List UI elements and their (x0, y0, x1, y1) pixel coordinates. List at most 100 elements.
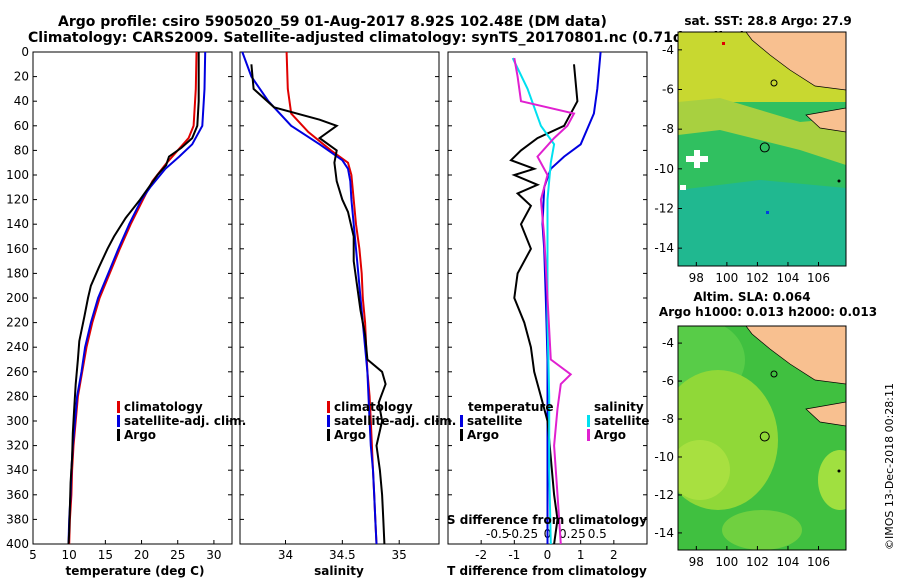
sla-map-ticks: 98 100 102 104 106 -4 -6 -8 -10 -12 -14 (654, 336, 830, 569)
temperature-tick-labels: 5 10 15 20 25 30 (29, 51, 232, 562)
map-lat-label: -6 (662, 83, 674, 97)
map-lat-label: -14 (654, 526, 674, 540)
series-line-t-satellite (541, 51, 602, 544)
sst-map-panel: sat. SST: 28.8 Argo: 27.9 98 100 102 104 106… (654, 14, 851, 285)
sla-patch (678, 440, 730, 500)
sst-christmas-island (837, 179, 841, 183)
sst-map-frame (677, 31, 847, 267)
temperature-legend: climatology satellite-adj. clim. Argo (117, 400, 246, 442)
legend-marker-argo (117, 429, 120, 441)
sla-map-title: Altim. SLA: 0.064 (693, 290, 810, 304)
x-tick-label: 10 (62, 548, 77, 562)
sla-land-java (805, 401, 846, 427)
x-tick-label: 15 (98, 548, 113, 562)
legend-satellite: satellite-adj. clim. (334, 414, 456, 428)
x-tick-label: 2 (610, 548, 618, 562)
depth-tick-label: 400 (6, 537, 29, 551)
sst-land-java (805, 107, 846, 133)
depth-tick-labels: 0 20 40 60 80 100 120 140 160 180 200 220 240 260 280 3… (6, 45, 29, 551)
temperature-panel: 0 20 40 60 80 100 120 140 160 180 200 220 240 260 280 3… (6, 45, 246, 578)
x-tick-label: 5 (29, 548, 37, 562)
sst-map-ticks: 98 100 102 104 106 -4 -6 -8 -10 -12 -14 (654, 43, 830, 285)
title-line-1: Argo profile: csiro 5905020_59 01-Aug-20… (58, 14, 607, 30)
depth-tick-label: 300 (6, 414, 29, 428)
salinity-tick-labels: 34 34.5 35 (240, 51, 439, 562)
legend-t-satellite: satellite (467, 414, 522, 428)
legend-climatology: climatology (334, 400, 413, 414)
depth-tick-label: 320 (6, 439, 29, 453)
series-line-s-satellite (511, 57, 556, 545)
legend-marker-climatology (117, 401, 120, 413)
sst-hot-pixel (722, 42, 725, 45)
copyright-footer: ©IMOS 13-Dec-2018 00:28:11 (883, 383, 896, 550)
salinity-axes (239, 51, 440, 545)
depth-tick-label: 200 (6, 291, 29, 305)
temperature-series (67, 51, 207, 545)
difference-legend: temperature satellite Argo salinity sate… (460, 400, 649, 442)
legend-t-argo: Argo (467, 428, 499, 442)
map-lon-label: 104 (777, 555, 800, 569)
sla-patch (722, 510, 802, 550)
map-lon-label: 102 (746, 271, 769, 285)
sla-patch (818, 450, 846, 510)
sst-missing-data (686, 150, 708, 168)
sst-cold-pixel (766, 211, 769, 214)
map-lat-label: -10 (654, 162, 674, 176)
map-lat-label: -8 (662, 122, 674, 136)
s-diff-tick-label: -0.25 (507, 527, 538, 541)
difference-series (509, 51, 602, 545)
sst-missing-data (680, 185, 686, 190)
depth-tick-label: 380 (6, 512, 29, 526)
legend-climatology: climatology (124, 400, 203, 414)
map-lon-label: 106 (807, 555, 830, 569)
s-diff-tick-label: 0.5 (588, 527, 607, 541)
legend-temperature-title: temperature (468, 400, 553, 414)
sst-map (678, 32, 846, 266)
t-difference-xlabel: T difference from climatology (447, 564, 647, 578)
x-tick-label: 25 (170, 548, 185, 562)
map-lon-label: 100 (715, 271, 738, 285)
map-lat-label: -8 (662, 412, 674, 426)
temperature-xlabel: temperature (deg C) (66, 564, 205, 578)
s-difference-xlabel: S difference from climatology (447, 513, 647, 527)
sla-island (770, 370, 778, 378)
s-difference-tick-labels: -0.5-0.25 0 0.25 0.5 (486, 527, 607, 541)
depth-tick-label: 240 (6, 340, 29, 354)
map-lon-label: 106 (807, 271, 830, 285)
legend-marker-satellite (327, 415, 330, 427)
series-line-satellite-adj-clim- (241, 51, 378, 545)
sla-christmas-island (837, 469, 841, 473)
map-lon-label: 100 (715, 555, 738, 569)
depth-tick-label: 220 (6, 316, 29, 330)
series-line-climatology (285, 51, 378, 545)
legend-argo: Argo (334, 428, 366, 442)
s-diff-tick-label: -0.5 (486, 527, 509, 541)
legend-marker-argo (327, 429, 330, 441)
salinity-series (241, 51, 387, 545)
depth-tick-label: 0 (21, 45, 29, 59)
sst-argo-marker (759, 142, 770, 153)
depth-tick-label: 280 (6, 389, 29, 403)
depth-tick-label: 360 (6, 488, 29, 502)
x-tick-label: 34.5 (329, 548, 356, 562)
depth-tick-label: 160 (6, 242, 29, 256)
sst-mid-band (678, 98, 846, 165)
map-lat-label: -12 (654, 201, 674, 215)
depth-tick-label: 180 (6, 266, 29, 280)
depth-tick-label: 60 (14, 119, 29, 133)
salinity-xlabel: salinity (314, 564, 364, 578)
sla-map-subtitle: Argo h1000: 0.013 h2000: 0.013 (659, 305, 877, 319)
difference-panel: -2 -1 0 1 2 -0.5-0.25 0 0.25 0.5 T difference f… (447, 51, 649, 578)
map-lon-label: 98 (689, 555, 704, 569)
salinity-legend: climatology satellite-adj. clim. Argo (327, 400, 456, 442)
depth-tick-label: 120 (6, 193, 29, 207)
legend-marker-climatology (327, 401, 330, 413)
legend-marker-t-satellite (460, 415, 463, 427)
sst-land-sumatra (745, 32, 846, 91)
x-tick-label: 34 (278, 548, 293, 562)
depth-tick-label: 80 (14, 143, 29, 157)
map-lat-label: -12 (654, 488, 674, 502)
legend-marker-satellite (117, 415, 120, 427)
legend-marker-t-argo (460, 429, 463, 441)
